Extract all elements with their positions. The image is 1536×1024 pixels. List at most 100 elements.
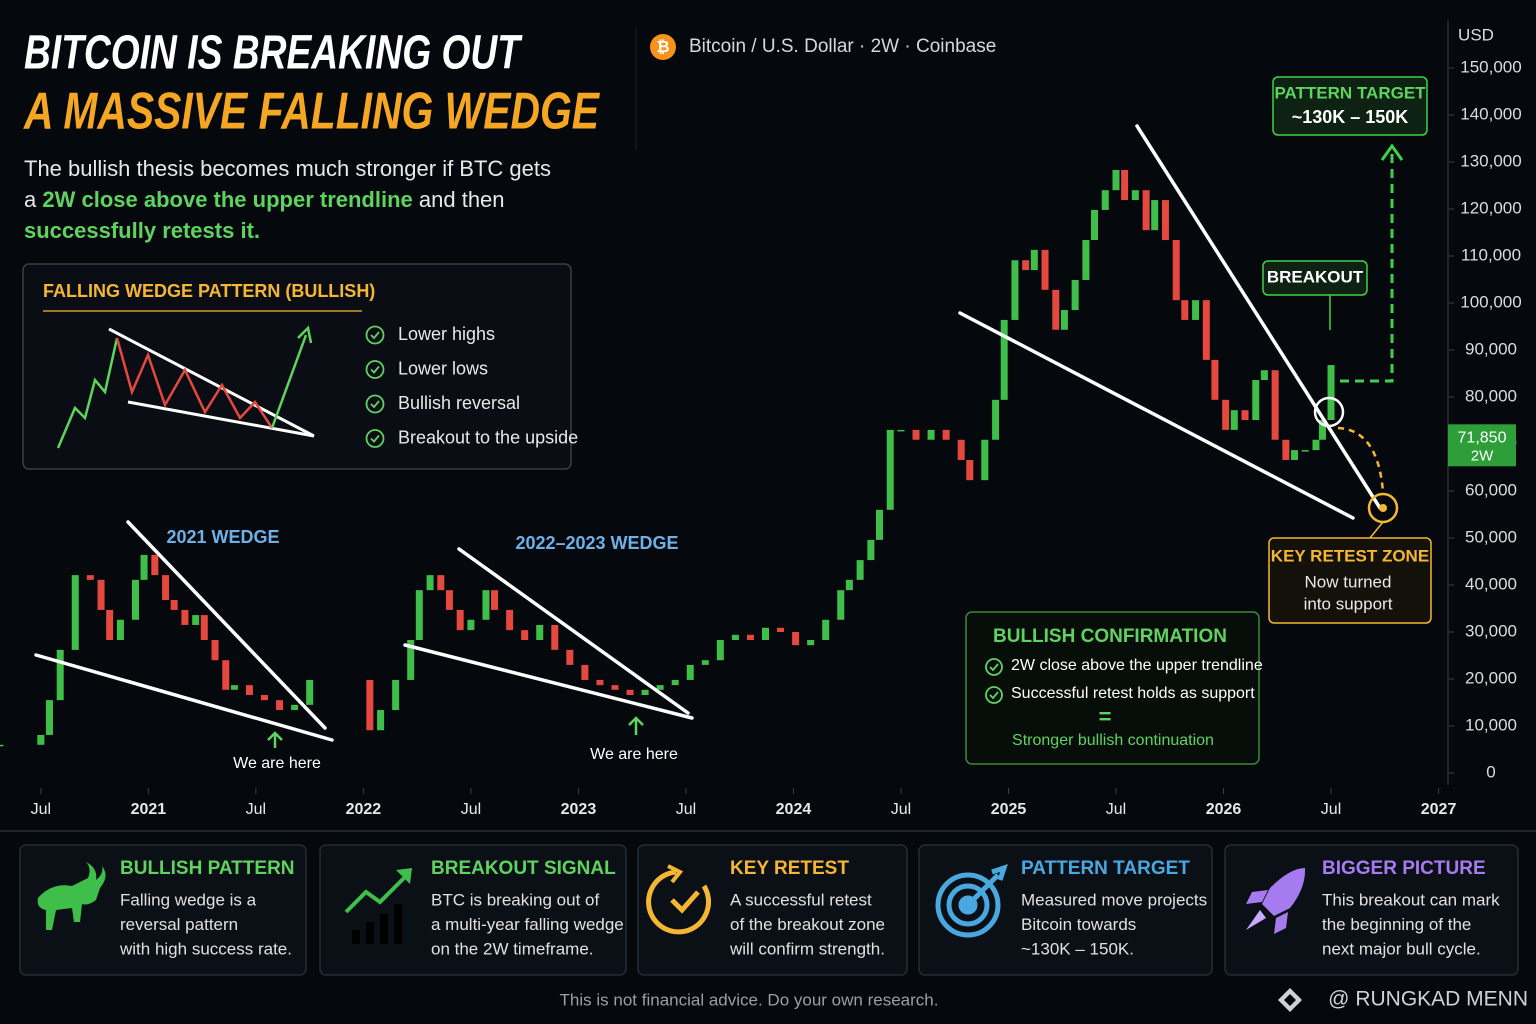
candle [777, 627, 785, 632]
candle [392, 679, 400, 711]
brand: @ RUNGKAD MENN [1328, 988, 1528, 1011]
target-projection [1340, 150, 1394, 383]
candle [162, 575, 170, 601]
check-circle [985, 658, 1003, 676]
candle [1192, 300, 1200, 320]
x-tick-label: 2024 [776, 801, 812, 818]
icon-bar [380, 914, 388, 944]
candle [822, 619, 830, 640]
retest-text: into support [1304, 594, 1393, 613]
card-title: BIGGER PICTURE [1322, 858, 1486, 879]
bull-shape [37, 862, 106, 930]
trendline [958, 311, 1355, 520]
x-tick-label: 2022 [346, 801, 382, 818]
x-tick-label: 2023 [561, 801, 597, 818]
candle [521, 630, 529, 640]
candle [245, 685, 253, 695]
candle [966, 459, 974, 481]
price-tag-label: 71,850 [1458, 430, 1507, 447]
candle [181, 609, 189, 625]
candle [641, 689, 649, 695]
candle [0, 744, 4, 747]
breakout-box [1262, 260, 1368, 296]
x-tick-label: Jul [246, 801, 266, 818]
candle [837, 590, 845, 620]
bitcoin-icon [650, 34, 676, 60]
candle [897, 429, 905, 432]
candle [927, 429, 935, 440]
target-ring [935, 872, 1001, 938]
candle [1202, 300, 1210, 360]
candle [1000, 319, 1008, 400]
candle [1091, 209, 1099, 241]
target-arrow [966, 873, 1000, 907]
card-text: on the 2W timeframe. [431, 939, 594, 958]
candle [867, 539, 875, 561]
candle [116, 619, 124, 640]
candle [1260, 370, 1268, 381]
candle [912, 429, 920, 440]
trendline [126, 520, 327, 730]
x-tick-label: Jul [31, 801, 51, 818]
mini-uptrend [56, 337, 119, 449]
callout-line [1369, 521, 1384, 539]
x-tick-label: Jul [676, 801, 696, 818]
breakout-label: BREAKOUT [1267, 267, 1364, 286]
subtitle: The bullish thesis becomes much stronger… [24, 156, 551, 243]
card-text: BTC is breaking out of [431, 890, 599, 909]
mini-wedge [115, 337, 274, 429]
check [370, 365, 380, 374]
candle [1161, 200, 1169, 241]
pattern-box [22, 263, 572, 470]
card-text: with high success rate. [119, 939, 292, 958]
candle [716, 639, 724, 661]
icon-bar [394, 904, 402, 944]
x-tick-label: Jul [1106, 801, 1126, 818]
mini-trendline [108, 327, 315, 438]
y-tick-label: 120,000 [1460, 198, 1521, 217]
candle [1290, 450, 1298, 460]
card-text: a multi-year falling wedge [431, 915, 624, 934]
y-tick-label: 0 [1486, 762, 1495, 781]
candle [626, 689, 634, 695]
check [989, 691, 999, 700]
candle [942, 429, 950, 440]
x-tick-label: 2026 [1206, 801, 1242, 818]
rocket-body [1262, 868, 1306, 916]
candle [957, 439, 965, 460]
candle [1211, 359, 1219, 400]
candle [1121, 169, 1129, 201]
arrow-head [297, 325, 313, 344]
x-tick-label: Jul [1321, 801, 1341, 818]
y-tick-label: 130,000 [1460, 151, 1521, 170]
candle [140, 554, 148, 580]
candle [1271, 370, 1279, 440]
rocket-fin [1246, 890, 1268, 904]
candle [491, 590, 499, 610]
icon-check [670, 890, 700, 914]
candle [1011, 260, 1019, 320]
candle [97, 579, 105, 610]
candle [856, 560, 864, 580]
candle [407, 639, 415, 680]
candle [1071, 279, 1079, 311]
y-tick-label: 30,000 [1465, 621, 1517, 640]
candle [437, 575, 445, 591]
candle [1241, 410, 1249, 421]
candle [211, 639, 219, 661]
pattern-title: FALLING WEDGE PATTERN (BULLISH) [43, 281, 375, 301]
trendline [457, 547, 690, 715]
y-tick-label: 50,000 [1465, 527, 1517, 546]
x-tick-label: Jul [891, 801, 911, 818]
confirmation-equals: = [1099, 704, 1112, 729]
icon-target [935, 864, 1008, 938]
we-are-here: We are here [233, 755, 321, 772]
candle [71, 575, 79, 650]
candle [1052, 289, 1060, 330]
candle [701, 660, 709, 665]
y-tick-label: 140,000 [1460, 104, 1521, 123]
card-text: Falling wedge is a [120, 890, 257, 909]
card-text: ~130K – 150K. [1021, 939, 1134, 958]
